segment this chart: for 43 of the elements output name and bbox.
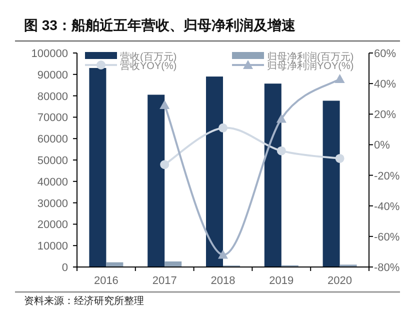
legend-label: 归母净利润YOY(%): [267, 60, 354, 72]
text: 资料来源：经济研究所整理: [24, 295, 144, 307]
point: [160, 160, 170, 170]
x-tick-label: 2019: [269, 275, 294, 287]
y2-tick-label: 40%: [374, 78, 396, 91]
y2-tick-label: -60%: [374, 231, 400, 244]
point: [335, 154, 344, 163]
point: [334, 74, 345, 83]
y-tick-label: 70000: [37, 112, 68, 124]
x-tick-label: 2018: [210, 275, 236, 287]
y2-tick-label: 0%: [374, 140, 390, 152]
x-tick-label: 2017: [152, 275, 177, 287]
y-tick-label: 100000: [31, 48, 68, 60]
point: [276, 114, 286, 123]
point: [218, 250, 228, 259]
y-tick-label: 40000: [37, 176, 68, 188]
x-tick-label: 2016: [94, 275, 118, 287]
legend-label: 归母净利润(百万元): [267, 51, 354, 63]
y2-tick-label: -80%: [374, 262, 400, 274]
bar: [148, 94, 165, 267]
y-tick-label: 20000: [37, 219, 68, 232]
bar: [264, 84, 282, 267]
point: [218, 123, 228, 132]
point: [160, 100, 170, 109]
bar: [206, 76, 223, 267]
y-tick-label: 30000: [37, 198, 68, 210]
y-tick-label: 50000: [37, 155, 68, 167]
y-tick-label: 90000: [37, 69, 68, 82]
y2-tick-label: 20%: [374, 109, 396, 122]
legend-label: 营收(百万元): [120, 51, 177, 63]
y-tick-label: 60000: [37, 134, 68, 146]
y-tick-label: 80000: [37, 90, 68, 103]
point: [276, 146, 286, 156]
x-tick-label: 2020: [328, 275, 352, 287]
chart-title: 图 33：船舶近五年营收、归母净利润及增速: [24, 17, 296, 33]
y2-tick-label: -20%: [374, 170, 400, 182]
legend-label: 营收YOY(%): [120, 60, 177, 72]
bar: [322, 100, 340, 267]
y-tick-label: 0: [62, 262, 68, 274]
y-tick-label: 10000: [37, 240, 68, 253]
y2-tick-label: -40%: [374, 200, 400, 213]
bar: [164, 261, 182, 267]
y2-tick-label: 60%: [374, 48, 396, 60]
